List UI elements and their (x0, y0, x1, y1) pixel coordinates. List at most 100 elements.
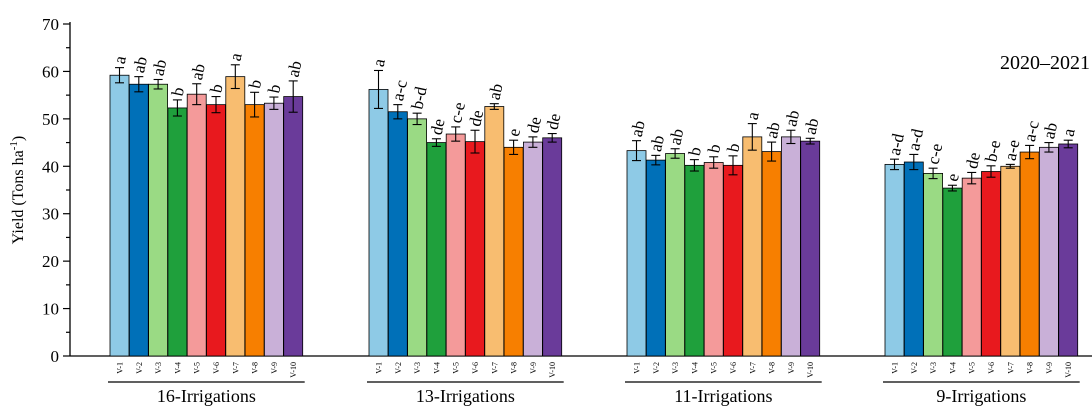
significance-letter: ab (665, 127, 687, 147)
variety-label: V-5 (710, 362, 719, 374)
significance-letter: c-e (923, 142, 946, 166)
variety-label: V-4 (173, 362, 182, 374)
significance-letter: a-d (904, 127, 927, 153)
significance-letter: ab (129, 55, 151, 75)
group-label: 13-Irrigations (416, 386, 515, 406)
y-tick-label: 10 (42, 300, 59, 319)
bar-group-11-irrigations: ab V-1 ab V-2 ab V-3 b V-4 b V-5 b V-6 a V-7 ab V-8 ab V-… (626, 108, 822, 378)
variety-label: V-6 (471, 362, 480, 374)
bar (761, 151, 782, 357)
bar (1019, 151, 1040, 357)
significance-letter: de (427, 117, 449, 137)
significance-letter: b (723, 141, 743, 153)
y-tick-label: 20 (42, 252, 59, 271)
variety-label: V-8 (510, 362, 519, 374)
bar (225, 76, 246, 357)
variety-label: V-4 (432, 362, 441, 374)
bar (884, 163, 905, 357)
variety-label: V-4 (948, 362, 957, 374)
significance-letter: a-e (1001, 138, 1024, 162)
variety-label: V-6 (729, 362, 738, 374)
significance-letter: de (465, 108, 487, 128)
significance-letter: a (226, 51, 246, 63)
bar-group-13-irrigations: a V-1 a-c V-2 b-d V-3 de V-4 c-e V-5 de V-6 ab V-7 e V-… (368, 57, 565, 378)
significance-letter: b (168, 85, 188, 97)
variety-label: V-2 (652, 362, 661, 374)
significance-letter: a (1059, 126, 1079, 138)
bar (723, 164, 743, 357)
significance-letter: ab (148, 58, 170, 78)
variety-label: V-10 (548, 362, 557, 378)
significance-letter: ab (646, 134, 668, 154)
significance-letter: b (704, 142, 724, 154)
variety-label: V-10 (1064, 362, 1073, 378)
variety-label: V-3 (671, 362, 680, 374)
significance-letter: a-c (388, 78, 411, 103)
significance-letter: b (245, 78, 265, 90)
bar (283, 96, 304, 357)
variety-label: V-9 (270, 362, 279, 374)
bars: aV-1abV-2abV-3bV-4abV-5bV-6aV-7bV-8bV-9a… (109, 51, 1079, 378)
variety-label: V-10 (806, 362, 815, 378)
significance-letter: b-d (407, 84, 430, 111)
significance-letter: a (743, 110, 763, 122)
variety-label: V-8 (251, 362, 260, 374)
significance-letter: ab (187, 62, 209, 82)
season-label: 2020–2021 (1000, 52, 1090, 74)
significance-letter: ab (762, 120, 784, 140)
y-tick-label: 50 (42, 110, 59, 129)
bar (368, 89, 389, 357)
variety-label: V-3 (929, 362, 938, 374)
bar (903, 161, 924, 357)
bar (206, 104, 226, 357)
variety-label: V-2 (910, 362, 919, 374)
bar (186, 93, 207, 357)
y-axis-label: Yield (Tons ha-1) (8, 136, 27, 244)
bar (263, 102, 284, 357)
variety-label: V-3 (413, 362, 422, 374)
significance-letter: a-d (885, 131, 908, 157)
significance-letter: b (206, 82, 226, 94)
variety-label: V-1 (633, 362, 642, 374)
variety-label: V-5 (193, 362, 202, 374)
bar (148, 83, 169, 357)
significance-letter: c-e (446, 100, 469, 124)
significance-letter: e (943, 172, 963, 183)
bar (665, 153, 685, 357)
bar (1039, 146, 1059, 357)
significance-letter: de (543, 112, 565, 132)
bar (800, 140, 821, 357)
variety-label: V-6 (212, 362, 221, 374)
variety-label: V-1 (891, 362, 900, 374)
variety-label: V-5 (452, 362, 461, 374)
variety-label: V-9 (787, 362, 796, 374)
group-label: 11-Irrigations (674, 386, 772, 406)
bar-group-9-irrigations: a-d V-1 a-d V-2 c-e V-3 e V-4 de V-5 b-e V-6 a-e V-7 a… (884, 119, 1079, 378)
variety-label: V-7 (1006, 362, 1015, 374)
labels: 16-Irrigations 13-Irrigations 11-Irrigatio… (108, 381, 1080, 406)
variety-label: V-7 (490, 362, 499, 374)
significance-letter: a (369, 57, 389, 69)
y-tick-label: 40 (42, 157, 59, 176)
variety-label: V-5 (968, 362, 977, 374)
bar (503, 146, 524, 357)
bar (387, 111, 408, 357)
bar (445, 133, 466, 357)
bar (244, 104, 265, 357)
bar (542, 137, 563, 357)
bar (167, 107, 188, 357)
variety-label: V-9 (529, 362, 538, 374)
variety-label: V-2 (135, 362, 144, 374)
variety-label: V-8 (1026, 362, 1035, 374)
y-tick-label: 30 (42, 205, 59, 224)
bar (407, 118, 428, 357)
variety-label: V-8 (768, 362, 777, 374)
bar (645, 159, 666, 357)
bar (484, 106, 505, 357)
bar (703, 162, 724, 357)
group-label: 16-Irrigations (157, 386, 256, 406)
bar (626, 150, 647, 357)
bar (1000, 165, 1021, 357)
significance-letter: e (504, 127, 524, 138)
